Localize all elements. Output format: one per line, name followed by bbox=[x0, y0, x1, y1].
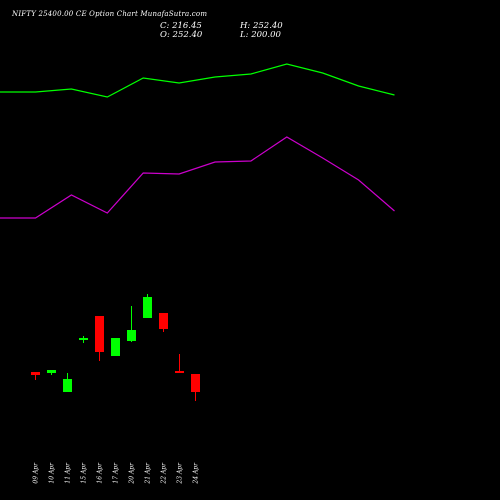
candle-20-apr bbox=[127, 306, 136, 342]
chart-title: NIFTY 25400.00 CE Option Chart MunafaSut… bbox=[12, 10, 208, 18]
candle-body bbox=[111, 338, 120, 356]
candle-15-apr bbox=[79, 336, 88, 343]
x-tick-label: 10 Apr bbox=[49, 462, 56, 484]
upper-indicator-line bbox=[0, 63, 395, 98]
candle-body bbox=[79, 338, 88, 340]
candle-23-apr bbox=[175, 354, 184, 373]
x-tick-label: 24 Apr bbox=[193, 462, 200, 485]
close-value: C: 216.45 bbox=[160, 21, 202, 31]
candle-21-apr bbox=[143, 294, 152, 318]
x-tick-label: 17 Apr bbox=[113, 462, 120, 484]
x-axis-labels: 09 Apr 10 Apr 11 Apr 15 Apr 16 Apr 17 Apr 20 A… bbox=[33, 462, 200, 485]
x-tick-label: 15 Apr bbox=[81, 462, 88, 484]
high-value: H: 252.40 bbox=[240, 21, 283, 31]
open-value: O: 252.40 bbox=[160, 30, 203, 40]
indicator-lines bbox=[0, 63, 395, 219]
candle-16-apr bbox=[95, 316, 104, 361]
x-tick-label: 09 Apr bbox=[33, 462, 40, 484]
candles bbox=[31, 294, 200, 401]
candle-body bbox=[159, 313, 168, 329]
candle-body bbox=[143, 297, 152, 318]
x-tick-label: 20 Apr bbox=[129, 462, 136, 485]
lower-indicator-line bbox=[0, 136, 395, 219]
candle-body bbox=[127, 330, 136, 341]
candle-body bbox=[191, 374, 200, 392]
candle-body bbox=[95, 316, 104, 352]
candle-11-apr bbox=[63, 373, 72, 392]
candle-body bbox=[175, 371, 184, 373]
candle-body bbox=[31, 372, 40, 375]
x-tick-label: 23 Apr bbox=[177, 462, 184, 485]
candle-17-apr bbox=[111, 338, 120, 356]
low-value: L: 200.00 bbox=[240, 30, 281, 40]
x-tick-label: 21 Apr bbox=[145, 462, 152, 485]
candle-body bbox=[63, 379, 72, 392]
x-tick-label: 11 Apr bbox=[65, 462, 72, 484]
candle-22-apr bbox=[159, 313, 168, 332]
candle-body bbox=[47, 370, 56, 373]
candle-09-apr bbox=[31, 372, 40, 380]
x-tick-label: 22 Apr bbox=[161, 462, 168, 485]
candle-24-apr bbox=[191, 374, 200, 401]
x-tick-label: 16 Apr bbox=[97, 462, 104, 484]
candle-10-apr bbox=[47, 370, 56, 375]
